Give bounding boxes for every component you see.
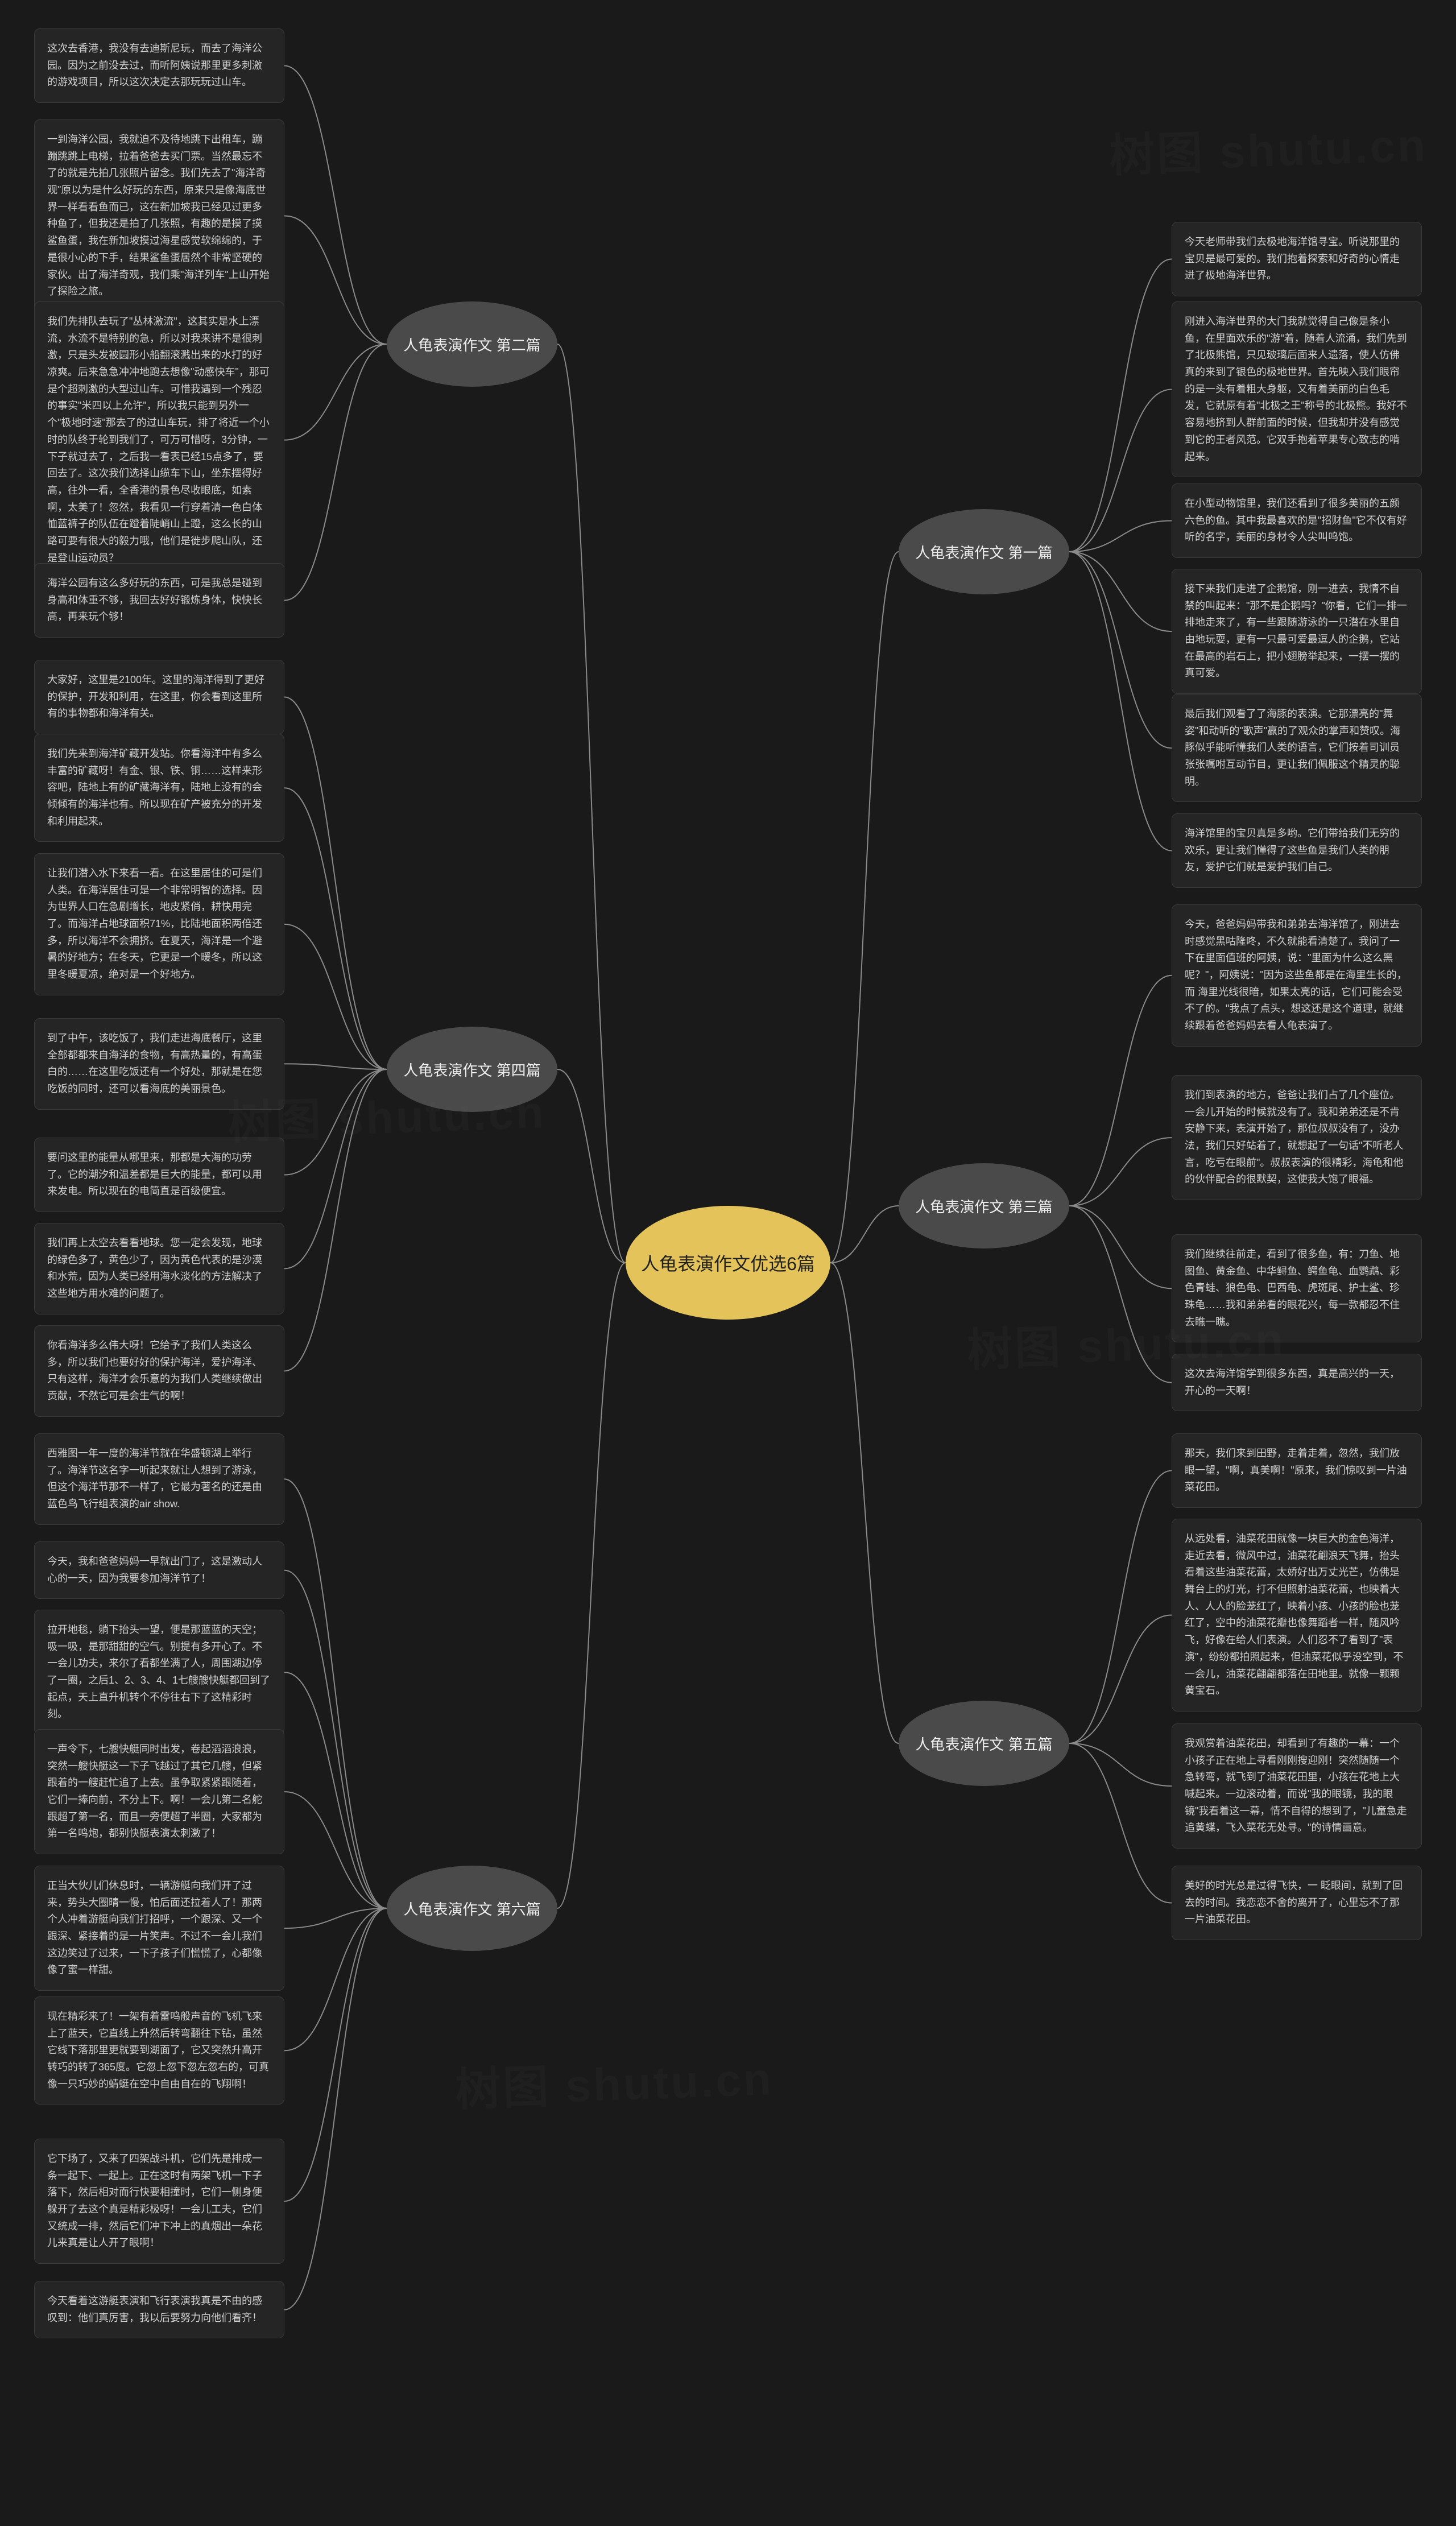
leaf-b2-2: 我们先排队去玩了"丛林激流"，这其实是水上漂流，水流不是特别的急，所以对我来讲不… [34, 301, 284, 578]
leaf-b3-3: 这次去海洋馆学到很多东西，真是高兴的一天，开心的一天啊！ [1172, 1354, 1422, 1411]
branch-b2: 人龟表演作文 第二篇 [387, 301, 557, 387]
leaf-b6-2: 拉开地毯，躺下抬头一望，便是那蓝蓝的天空；吸一吸，是那甜甜的空气。别提有多开心了… [34, 1610, 284, 1735]
leaf-b1-3: 接下来我们走进了企鹅馆，刚一进去，我情不自禁的叫起来："那不是企鹅吗？"你看，它… [1172, 569, 1422, 694]
leaf-b6-7: 今天看着这游艇表演和飞行表演我真是不由的感叹到：他们真厉害，我以后要努力向他们看… [34, 2281, 284, 2338]
leaf-b1-2: 在小型动物馆里，我们还看到了很多美丽的五颜六色的鱼。其中我最喜欢的是"招财鱼"它… [1172, 483, 1422, 558]
leaf-b6-6: 它下场了，又来了四架战斗机，它们先是排成一条一起下、一起上。正在这时有两架飞机一… [34, 2139, 284, 2264]
leaf-b4-0: 大家好，这里是2100年。这里的海洋得到了更好的保护，开发和利用，在这里，你会看… [34, 660, 284, 734]
leaf-b4-5: 我们再上太空去看看地球。您一定会发现，地球的绿色多了，黄色少了，因为黄色代表的是… [34, 1223, 284, 1314]
leaf-b1-1: 刚进入海洋世界的大门我就觉得自己像是条小鱼，在里面欢乐的"游"着，随着人流涌，我… [1172, 301, 1422, 477]
leaf-b1-5: 海洋馆里的宝贝真是多哟。它们带给我们无穷的欢乐，更让我们懂得了这些鱼是我们人类的… [1172, 813, 1422, 888]
branch-b5: 人龟表演作文 第五篇 [899, 1701, 1069, 1786]
branch-b6: 人龟表演作文 第六篇 [387, 1866, 557, 1951]
leaf-b5-0: 那天，我们来到田野，走着走着，忽然，我们放眼一望，"啊，真美啊！"原来，我们惊叹… [1172, 1433, 1422, 1508]
leaf-b1-0: 今天老师带我们去极地海洋馆寻宝。听说那里的宝贝是最可爱的。我们抱着探索和好奇的心… [1172, 222, 1422, 296]
branch-b3: 人龟表演作文 第三篇 [899, 1163, 1069, 1248]
branch-b1: 人龟表演作文 第一篇 [899, 509, 1069, 594]
leaf-b5-3: 美好的时光总是过得飞快，一 眨眼间，就到了回去的时间。我恋恋不舍的离开了，心里忘… [1172, 1866, 1422, 1940]
leaf-b5-1: 从远处看，油菜花田就像一块巨大的金色海洋，走近去看，微风中过，油菜花翩浪天飞舞，… [1172, 1519, 1422, 1711]
center-node: 人龟表演作文优选6篇 [626, 1206, 830, 1320]
leaf-b4-4: 要问这里的能量从哪里来，那都是大海的功劳了。它的潮汐和温差都是巨大的能量，都可以… [34, 1138, 284, 1212]
leaf-b1-4: 最后我们观看了了海豚的表演。它那漂亮的"舞姿"和动听的"歌声"赢的了观众的掌声和… [1172, 694, 1422, 802]
leaf-b3-0: 今天，爸爸妈妈带我和弟弟去海洋馆了，刚进去时感觉黑咕隆咚，不久就能看清楚了。我问… [1172, 904, 1422, 1047]
leaf-b2-0: 这次去香港，我没有去迪斯尼玩，而去了海洋公园。因为之前没去过，而听阿姨说那里更多… [34, 28, 284, 103]
watermark: 树图 shutu.cn [454, 2042, 774, 2119]
leaf-b5-2: 我观赏着油菜花田，却看到了有趣的一幕：一个小孩子正在地上寻看刚刚搜迎刚！突然随随… [1172, 1723, 1422, 1849]
leaf-b2-1: 一到海洋公园，我就迫不及待地跳下出租车，蹦蹦跳跳上电梯，拉着爸爸去买门票。当然最… [34, 119, 284, 312]
watermark: 树图 shutu.cn [1108, 108, 1428, 185]
leaf-b4-6: 你看海洋多么伟大呀！它给予了我们人类这么多，所以我们也要好好的保护海洋，爱护海洋… [34, 1325, 284, 1417]
leaf-b6-4: 正当大伙儿们休息时，一辆游艇向我们开了过来，势头大圈晴一慢，怕后面还拉着人了！那… [34, 1866, 284, 1991]
leaf-b6-1: 今天，我和爸爸妈妈一早就出门了，这是激动人心的一天，因为我要参加海洋节了！ [34, 1541, 284, 1599]
leaf-b6-3: 一声令下，七艘快艇同时出发，卷起滔滔浪浪，突然一艘快艇这一下子飞越过了其它几艘，… [34, 1729, 284, 1854]
leaf-b6-5: 现在精彩来了！一架有着雷鸣般声音的飞机飞来上了蓝天，它直线上升然后转弯翻往下钻，… [34, 1996, 284, 2105]
leaf-b4-1: 我们先来到海洋矿藏开发站。你看海洋中有多么丰富的矿藏呀！有金、银、铁、铜……这样… [34, 734, 284, 842]
leaf-b3-1: 我们到表演的地方，爸爸让我们占了几个座位。一会儿开始的时候就没有了。我和弟弟还是… [1172, 1075, 1422, 1200]
branch-b4: 人龟表演作文 第四篇 [387, 1027, 557, 1112]
leaf-b4-3: 到了中午，该吃饭了，我们走进海底餐厅，这里全部都都来自海洋的食物，有高热量的，有… [34, 1018, 284, 1110]
leaf-b6-0: 西雅图一年一度的海洋节就在华盛顿湖上举行了。海洋节这名字一听起来就让人想到了游泳… [34, 1433, 284, 1525]
leaf-b2-3: 海洋公园有这么多好玩的东西，可是我总是碰到身高和体重不够，我回去好好锻炼身体，快… [34, 563, 284, 638]
leaf-b4-2: 让我们潜入水下来看一看。在这里居住的可是们人类。在海洋居住可是一个非常明智的选择… [34, 853, 284, 995]
leaf-b3-2: 我们继续往前走，看到了很多鱼，有：刀鱼、地图鱼、黄金鱼、中华鲟鱼、鳄鱼龟、血鹦鹉… [1172, 1234, 1422, 1342]
